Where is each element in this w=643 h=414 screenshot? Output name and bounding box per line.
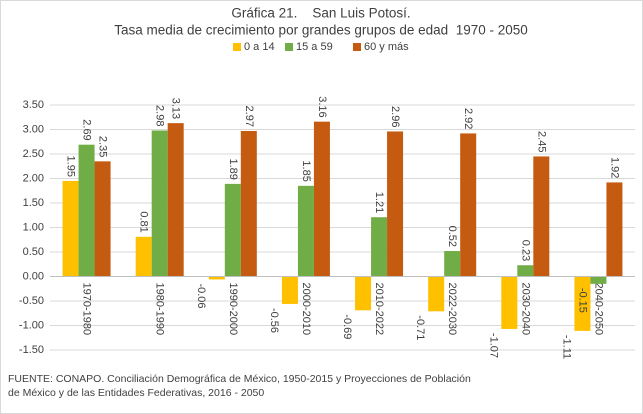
bar <box>62 180 79 277</box>
data-label: 1.89 <box>227 158 239 179</box>
legend-swatch <box>353 43 361 51</box>
data-label: 2.35 <box>97 136 109 157</box>
bar <box>371 217 388 277</box>
data-label: 1.92 <box>608 157 620 178</box>
source-line: FUENTE: CONAPO. Conciliación Demográfica… <box>8 373 471 385</box>
data-label: 2.45 <box>535 131 547 152</box>
data-label: -0.15 <box>576 288 588 313</box>
bar <box>428 276 445 312</box>
bar <box>297 185 314 277</box>
legend-swatch <box>285 43 293 51</box>
x-tick-label: 2000-2010 <box>300 283 312 336</box>
data-label: 1.95 <box>65 156 77 177</box>
chart-subtitle: Tasa media de crecimiento por grandes gr… <box>114 23 528 38</box>
bar <box>94 161 111 277</box>
y-tick-label: 2.50 <box>23 148 44 160</box>
bar <box>387 131 404 277</box>
bar <box>533 156 550 277</box>
legend-label: 60 y más <box>364 41 409 53</box>
data-label: -1.07 <box>487 333 499 358</box>
bar <box>355 276 372 311</box>
x-tick-label: 2022-2030 <box>446 283 458 336</box>
bar <box>135 236 152 277</box>
data-label: -0.06 <box>195 283 207 308</box>
data-label: 2.97 <box>243 106 255 127</box>
y-tick-label: 0.50 <box>23 246 44 258</box>
x-tick-label: 1990-2000 <box>227 283 239 336</box>
x-tick-label: 1980-1990 <box>154 283 166 336</box>
bar <box>281 276 298 304</box>
y-tick-label: -0.50 <box>19 295 44 307</box>
bar <box>208 276 225 280</box>
bar <box>444 251 461 277</box>
bar <box>313 121 330 277</box>
bar <box>240 130 257 277</box>
x-tick-label: 2040-2050 <box>592 283 604 336</box>
data-label: 2.96 <box>389 106 401 127</box>
y-tick-label: 3.50 <box>23 99 44 111</box>
bar <box>517 265 534 277</box>
data-label: -0.71 <box>414 315 426 340</box>
y-tick-label: 1.00 <box>23 222 44 234</box>
data-label: -1.11 <box>560 335 572 359</box>
x-tick-label: 2010-2022 <box>373 283 385 336</box>
bar <box>501 276 518 329</box>
bar <box>224 183 241 277</box>
source-line: de México y de las Entidades Federativas… <box>8 387 264 399</box>
data-label: 0.23 <box>519 240 531 261</box>
bar <box>590 276 607 284</box>
y-tick-label: -1.50 <box>19 344 44 356</box>
bar <box>78 144 95 277</box>
y-tick-label: 2.00 <box>23 173 44 185</box>
data-label: 3.13 <box>170 98 182 119</box>
x-tick-label: 2030-2040 <box>519 283 531 336</box>
data-label: 2.92 <box>462 108 474 129</box>
data-label: 0.52 <box>446 226 458 247</box>
data-label: 0.81 <box>138 211 150 232</box>
bar <box>606 182 623 277</box>
x-tick-label: 1970-1980 <box>81 283 93 336</box>
data-label: 2.98 <box>154 105 166 126</box>
chart-title: Gráfica 21. San Luis Potosí. <box>231 6 410 21</box>
data-label: -0.56 <box>268 308 280 333</box>
y-tick-label: 3.00 <box>23 124 44 136</box>
data-label: 1.21 <box>373 192 385 213</box>
data-label: 1.85 <box>300 160 312 181</box>
bar <box>167 123 184 277</box>
bar <box>574 276 591 331</box>
data-label: 2.69 <box>81 119 93 140</box>
y-tick-label: 0.00 <box>23 271 44 283</box>
bar <box>460 133 477 277</box>
legend-label: 15 a 59 <box>296 41 333 53</box>
bar <box>151 130 168 277</box>
legend-label: 0 a 14 <box>244 41 275 53</box>
y-tick-label: -1.00 <box>19 320 44 332</box>
y-tick-label: 1.50 <box>23 197 44 209</box>
data-label: 3.16 <box>316 96 328 117</box>
legend-swatch <box>233 43 241 51</box>
data-label: -0.69 <box>341 314 353 339</box>
